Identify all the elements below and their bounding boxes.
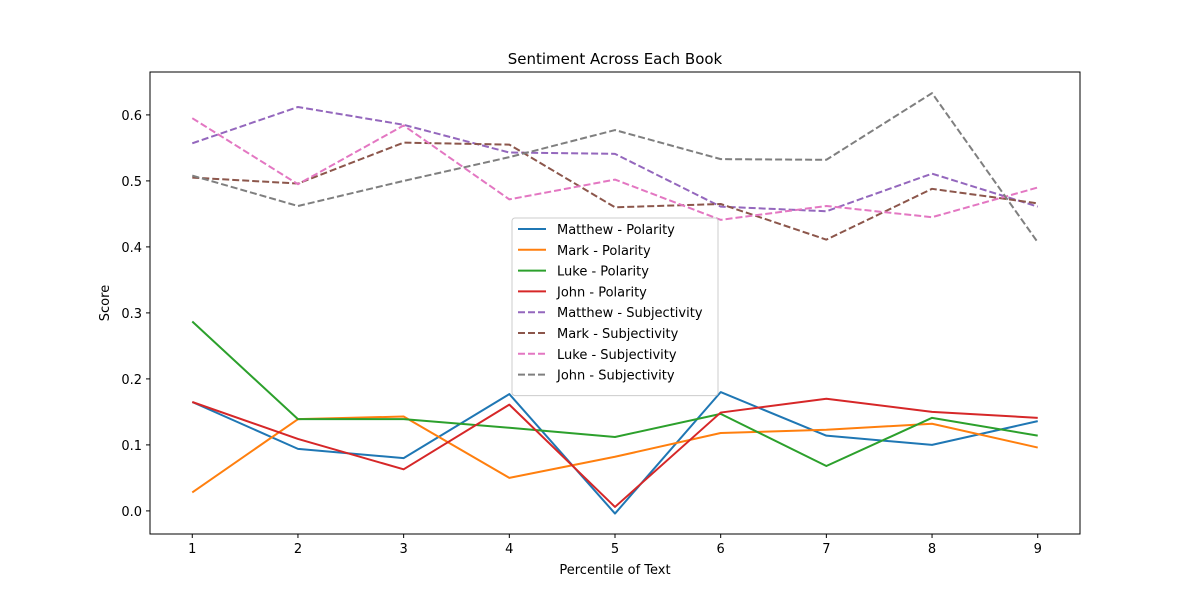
series-line-john-subjectivity: [191, 92, 1039, 243]
axis-ticks: 1 2 3 4 5 6 7 8 9 0.0 0.1 0.2 0.3 0.4 0.5 0.6: [121, 109, 1042, 557]
y-tick-label: 0.0: [121, 505, 142, 520]
y-tick-label: 0.1: [121, 439, 142, 454]
x-tick-label: 2: [294, 542, 302, 557]
plot-frame: [149, 71, 1081, 535]
series-line-luke-polarity: [191, 320, 1038, 468]
x-tick-label: 5: [611, 542, 619, 557]
legend-label: Matthew - Subjectivity: [557, 306, 703, 321]
x-tick-label: 3: [399, 542, 407, 557]
series-line-mark-subjectivity: [192, 141, 1038, 241]
y-tick-label: 0.5: [121, 175, 142, 190]
series-line-luke-subjectivity: [191, 117, 1038, 221]
y-tick-label: 0.2: [121, 373, 142, 388]
y-tick-label: 0.4: [121, 241, 142, 256]
x-tick-label: 4: [505, 542, 513, 557]
legend: Matthew - Polarity Mark - Polarity Luke - …: [511, 217, 719, 397]
y-tick-label: 0.6: [121, 109, 142, 124]
legend-label: Mark - Polarity: [557, 244, 651, 259]
x-tick-label: 9: [1034, 542, 1042, 557]
x-tick-label: 1: [188, 542, 196, 557]
series-line-matthew-subjectivity: [191, 105, 1039, 213]
x-tick-label: 8: [928, 542, 936, 557]
series-line-matthew-polarity: [191, 391, 1038, 515]
series-lines: [191, 92, 1039, 515]
y-axis-label: Score: [98, 285, 113, 321]
legend-label: John - Polarity: [556, 285, 647, 300]
y-tick-label: 0.3: [121, 307, 142, 322]
x-tick-label: 6: [717, 542, 725, 557]
chart-title: Sentiment Across Each Book: [508, 50, 723, 68]
series-line-john-polarity: [191, 397, 1038, 508]
legend-label: Luke - Polarity: [557, 265, 649, 280]
legend-label: John - Subjectivity: [556, 369, 675, 384]
x-axis-label: Percentile of Text: [559, 563, 670, 578]
legend-box: [511, 217, 719, 397]
legend-label: Luke - Subjectivity: [557, 348, 677, 363]
x-tick-label: 7: [822, 542, 830, 557]
legend-label: Mark - Subjectivity: [557, 327, 679, 342]
legend-label: Matthew - Polarity: [557, 223, 675, 238]
